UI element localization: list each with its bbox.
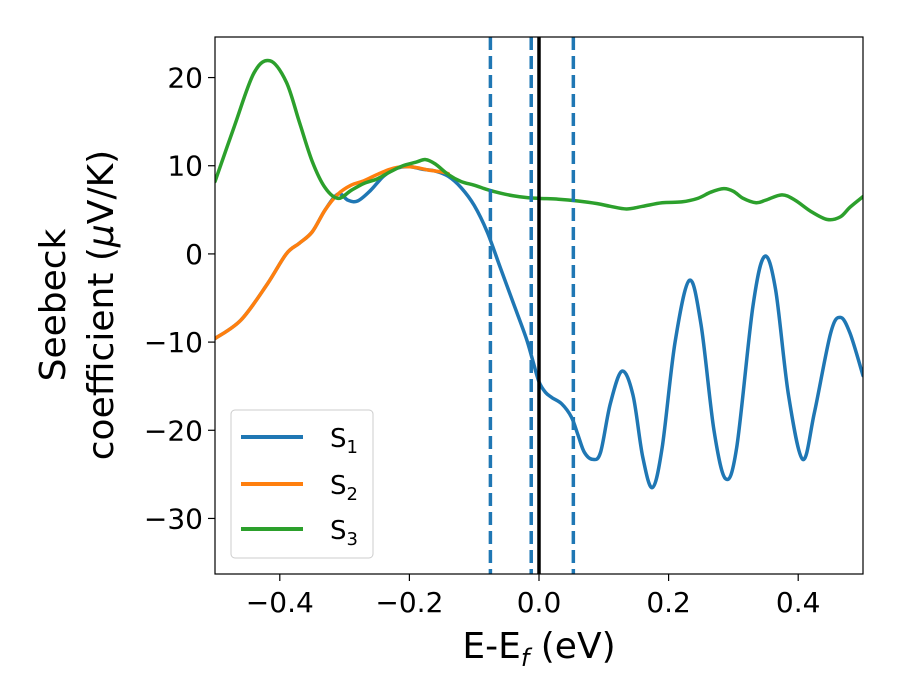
legend-label-s1-sub: 1 xyxy=(347,437,358,458)
x-tick-label: −0.2 xyxy=(375,586,443,619)
legend-label-s2: S2 xyxy=(330,471,358,505)
y-tick-label: 0 xyxy=(185,238,203,271)
x-tick-label: 0.2 xyxy=(646,586,691,619)
series-line-s1 xyxy=(215,164,863,490)
legend: S1 S2 S3 xyxy=(230,409,374,559)
legend-label-s2-sub: 2 xyxy=(347,484,358,505)
y-tick-label: −20 xyxy=(144,414,203,447)
x-tick-label: −0.4 xyxy=(246,586,314,619)
x-tick-label: 0.4 xyxy=(776,586,821,619)
series-line-s2 xyxy=(215,164,451,341)
legend-label-s2-main: S xyxy=(330,471,347,501)
axis-ticks: −0.4 −0.2 0.0 0.2 0.4 −30 −20 −10 0 10 20 xyxy=(144,62,821,619)
x-axis-title: E-Ef (eV) xyxy=(462,626,615,672)
legend-label-s3: S3 xyxy=(330,516,358,550)
y-tick-label: 20 xyxy=(167,62,203,95)
x-tick-label: 0.0 xyxy=(517,586,562,619)
y-tick-label: 10 xyxy=(167,150,203,183)
legend-label-s3-main: S xyxy=(330,516,347,546)
legend-label-s3-sub: 3 xyxy=(347,529,358,550)
series-line-s3 xyxy=(215,58,863,222)
x-axis-title-unit: (eV) xyxy=(529,626,615,667)
x-axis-title-main: E-E xyxy=(462,626,520,667)
y-axis-title-pre: coefficient ( xyxy=(81,247,122,460)
y-axis-title-mu: μ xyxy=(81,224,122,248)
y-axis-title-post: V/K) xyxy=(81,150,122,224)
plot-area xyxy=(215,37,863,574)
legend-label-s1-main: S xyxy=(330,424,347,454)
y-axis-title: Seebeck coefficient (μV/K) xyxy=(33,150,122,460)
y-tick-label: −30 xyxy=(144,502,203,535)
y-axis-title-line2: coefficient (μV/K) xyxy=(81,150,122,460)
y-axis-title-line1: Seebeck xyxy=(33,228,74,381)
legend-label-s1: S1 xyxy=(330,424,358,458)
y-tick-label: −10 xyxy=(144,326,203,359)
